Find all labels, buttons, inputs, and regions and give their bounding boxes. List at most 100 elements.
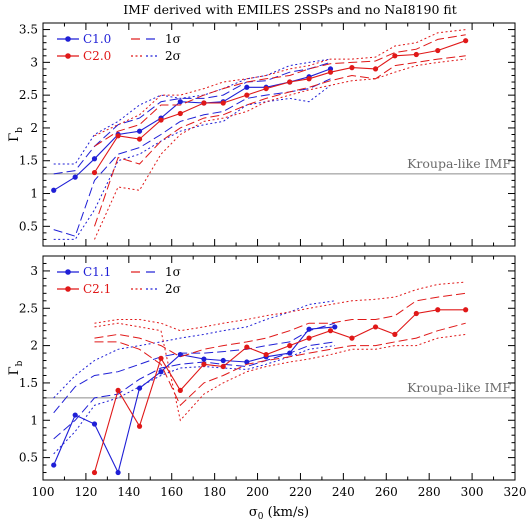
x-tick-label: 200	[246, 485, 269, 499]
y-tick-label: 2	[30, 339, 38, 353]
data-point	[91, 469, 98, 476]
figure-title: IMF derived with EMILES 2SSPs and no NaI…	[123, 2, 457, 17]
x-tick-label: 320	[504, 485, 527, 499]
y-tick-label: 0.5	[19, 219, 38, 233]
x-tick-label: 300	[461, 485, 484, 499]
data-point	[220, 363, 226, 370]
data-point	[244, 344, 250, 350]
reference-label: Kroupa-like IMF	[407, 380, 511, 395]
series-c1-1-hi1-line	[53, 322, 335, 414]
legend-marker	[65, 36, 71, 42]
legend-label: 1σ	[165, 32, 181, 46]
x-tick-label: 100	[32, 485, 55, 499]
data-point	[244, 92, 250, 98]
legend-label: C1.0	[83, 32, 111, 46]
bottom-panel: Kroupa-like IMF 0.5 1 1.5 2 2.5 3 100 120 140 160 1…	[7, 255, 527, 522]
data-point	[158, 369, 164, 375]
reference-label: Kroupa-like IMF	[407, 156, 511, 171]
x-tick-label: 160	[160, 485, 183, 499]
series-c2-0-hi2-line	[94, 29, 466, 137]
series-c2-1-line	[93, 309, 466, 473]
series-c1-1-lo2-line	[53, 345, 335, 455]
plot-frame	[42, 255, 516, 481]
series-c1-0-lo1-line	[53, 78, 331, 237]
data-point	[158, 117, 164, 123]
legend-marker	[65, 286, 71, 292]
data-point	[413, 51, 419, 58]
series-c2-1-hi1-line	[94, 292, 466, 358]
data-point	[136, 128, 143, 134]
data-point	[263, 351, 269, 358]
x-tick-label: 120	[74, 485, 97, 499]
series-c1-1-lo1-line	[53, 341, 335, 440]
data-point	[413, 310, 419, 317]
series-c1-0-lo2-line	[53, 84, 331, 240]
x-axis-label: σ0 (km/s)	[249, 505, 309, 522]
series-c1-1-hi2-line	[53, 300, 335, 399]
data-point	[463, 38, 469, 44]
x-tick-label: 220	[289, 485, 312, 499]
data-point	[392, 331, 398, 337]
data-point	[349, 65, 355, 71]
plot-frame	[42, 22, 516, 247]
data-point	[287, 343, 293, 349]
data-point	[372, 324, 379, 330]
data-point	[306, 326, 312, 332]
data-point	[372, 66, 379, 72]
y-tick-label: 3	[30, 55, 38, 69]
y-tick-label: 2.5	[19, 301, 38, 315]
y-tick-label: 0.5	[19, 451, 38, 465]
data-point	[177, 110, 183, 117]
data-point	[306, 76, 312, 82]
data-point	[220, 100, 226, 106]
legend-label: 1σ	[165, 265, 181, 279]
data-point	[201, 356, 207, 362]
data-point	[158, 355, 164, 361]
data-point	[435, 307, 441, 313]
y-tick-label: 1	[30, 187, 38, 201]
data-point	[177, 387, 183, 393]
series-c1-1-line	[53, 326, 335, 475]
series-c2-0-line	[94, 40, 466, 173]
legend-label: 2σ	[165, 282, 181, 296]
legend-label: 2σ	[165, 49, 181, 63]
y-tick-label: 3.5	[19, 23, 38, 37]
series-c1-0-hi2-line	[53, 58, 331, 165]
series-c2-0-lo1-line	[94, 55, 466, 227]
x-tick-label: 240	[332, 485, 355, 499]
data-point	[177, 99, 183, 105]
data-point	[115, 133, 121, 139]
legend-label: C2.1	[83, 282, 111, 296]
data-point	[91, 169, 98, 176]
x-tick-label: 280	[418, 485, 441, 499]
data-point	[244, 84, 250, 90]
data-point	[435, 47, 441, 54]
series-c1-0-hi1-line	[53, 61, 331, 175]
data-point	[287, 79, 293, 85]
series-c2-0-lo2-line	[94, 58, 466, 240]
legend-label: C2.0	[83, 49, 111, 63]
data-point	[306, 335, 312, 341]
legend-marker	[65, 53, 71, 59]
y-tick-label: 2	[30, 121, 38, 135]
data-point	[91, 156, 98, 162]
y-axis-label: Γb	[7, 360, 25, 375]
data-point	[91, 421, 98, 427]
legend-marker	[65, 269, 71, 275]
series-c2-1-lo1-line	[94, 322, 466, 407]
data-point	[327, 328, 334, 334]
y-tick-label: 2.5	[19, 88, 38, 102]
data-point	[244, 359, 250, 365]
data-point	[220, 357, 226, 364]
data-point	[327, 69, 334, 75]
y-tick-label: 1.5	[19, 154, 38, 168]
x-tick-label: 140	[117, 485, 140, 499]
y-tick-label: 3	[30, 264, 38, 278]
series-c2-0-hi1-line	[94, 34, 466, 147]
data-point	[72, 412, 78, 418]
series-c2-1-hi2-line	[94, 281, 466, 332]
data-point	[287, 350, 293, 356]
data-point	[349, 335, 355, 341]
data-point	[201, 361, 207, 367]
